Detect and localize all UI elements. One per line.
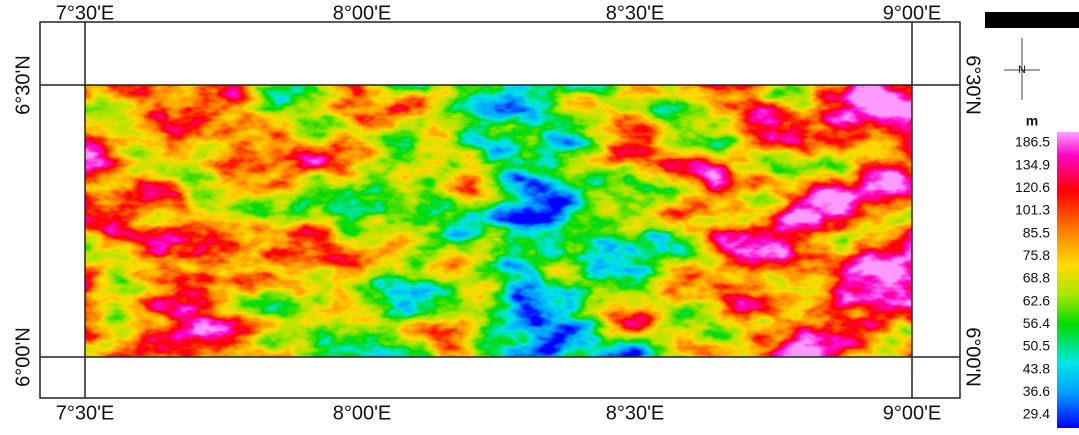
legend-label: 43.8 bbox=[1023, 360, 1050, 376]
legend-label: 36.6 bbox=[1023, 383, 1050, 399]
longitude-label: 8°00'E bbox=[333, 402, 392, 424]
legend-label: 50.5 bbox=[1023, 338, 1050, 354]
longitude-label: 9°00'E bbox=[883, 402, 942, 424]
longitude-label: 9°00'E bbox=[883, 2, 942, 24]
legend-label: 68.8 bbox=[1023, 270, 1050, 286]
longitude-label: 7°30'E bbox=[56, 2, 115, 24]
legend-label: 101.3 bbox=[1015, 202, 1050, 218]
legend-label: 56.4 bbox=[1023, 315, 1050, 331]
legend-label: 134.9 bbox=[1015, 156, 1050, 172]
legend-label: 186.5 bbox=[1015, 134, 1050, 150]
legend-label: 29.4 bbox=[1023, 406, 1050, 422]
scale-bar bbox=[985, 12, 1079, 28]
latitude-label: 6°30'N bbox=[12, 55, 34, 115]
legend-colorbar bbox=[1057, 132, 1079, 428]
legend-label: 85.5 bbox=[1023, 224, 1050, 240]
map-figure: N m 7°30'E 8°00'E 8°30'E 9°00'E 7°30'E 8°00'E… bbox=[0, 0, 1079, 435]
latitude-label: 6°00'N bbox=[962, 327, 984, 387]
legend-label: 62.6 bbox=[1023, 292, 1050, 308]
longitude-label: 8°00'E bbox=[333, 2, 392, 24]
elevation-raster bbox=[85, 85, 912, 357]
longitude-label: 8°30'E bbox=[606, 402, 665, 424]
latitude-label: 6°30'N bbox=[962, 55, 984, 115]
longitude-label: 7°30'E bbox=[56, 402, 115, 424]
north-arrow: N bbox=[1004, 38, 1040, 100]
legend-label: 75.8 bbox=[1023, 247, 1050, 263]
north-label: N bbox=[1018, 64, 1026, 76]
latitude-label: 6°00'N bbox=[12, 327, 34, 387]
map-area bbox=[40, 22, 960, 398]
legend-unit: m bbox=[1026, 113, 1038, 129]
longitude-label: 8°30'E bbox=[606, 2, 665, 24]
legend-label: 120.6 bbox=[1015, 179, 1050, 195]
